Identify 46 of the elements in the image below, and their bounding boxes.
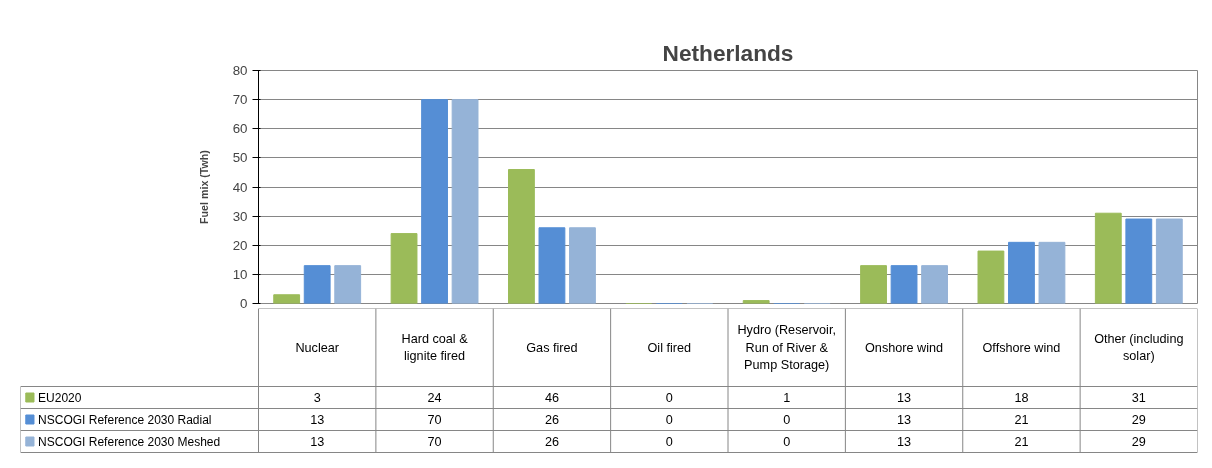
data-label: 0 <box>783 435 791 449</box>
data-label: 0 <box>665 391 673 405</box>
y-tick-label: 30 <box>232 208 248 224</box>
data-label: 13 <box>897 391 912 405</box>
x-tick-label: Other (including solar) <box>1094 331 1184 364</box>
data-label: 29 <box>1131 435 1146 449</box>
data-label: 13 <box>310 413 325 427</box>
y-tick-label: 50 <box>232 150 248 166</box>
data-label: 1 <box>783 391 791 405</box>
y-tick-label: 20 <box>232 237 248 253</box>
x-tick-label: Offshore wind <box>982 340 1061 355</box>
data-label: 13 <box>310 435 325 449</box>
data-label: 13 <box>897 435 912 449</box>
x-tick-label: Hydro (Reservoir, Run of River & Pump Storage) <box>737 323 836 372</box>
x-tick-label: Gas fired <box>526 340 578 355</box>
y-tick-label: 80 <box>232 63 248 78</box>
data-label: 31 <box>1131 391 1146 405</box>
data-label: 24 <box>427 391 442 405</box>
data-label: 21 <box>1014 435 1029 449</box>
x-tick-label: Onshore wind <box>865 340 944 355</box>
data-label: 21 <box>1014 413 1029 427</box>
data-label: 0 <box>783 413 791 427</box>
y-tick-label: 40 <box>232 179 248 195</box>
data-label: 70 <box>427 413 442 427</box>
y-tick-label: 70 <box>232 92 248 108</box>
x-tick-label: Hard coal & lignite fired <box>401 331 469 364</box>
legend-label: NSCOGI Reference 2030 Meshed <box>38 434 221 449</box>
y-tick-label: 10 <box>232 266 248 282</box>
data-label: 70 <box>427 435 442 449</box>
y-tick-label: 0 <box>240 296 248 311</box>
data-label: 26 <box>544 413 559 427</box>
y-tick-label: 60 <box>232 121 248 137</box>
data-label: 3 <box>313 391 321 405</box>
x-tick-label: Oil fired <box>647 340 692 355</box>
data-label: 0 <box>665 413 673 427</box>
y-axis-title: Fuel mix (Twh) <box>197 149 210 224</box>
chart-title: Netherlands <box>662 39 794 66</box>
legend-label: EU2020 <box>38 390 82 405</box>
data-label: 13 <box>897 413 912 427</box>
data-label: 29 <box>1131 413 1146 427</box>
data-label: 0 <box>665 435 673 449</box>
data-label: 46 <box>544 391 559 405</box>
data-label: 26 <box>544 435 559 449</box>
data-label: 18 <box>1014 391 1029 405</box>
legend-label: NSCOGI Reference 2030 Radial <box>38 412 212 427</box>
x-tick-label: Nuclear <box>295 340 340 355</box>
